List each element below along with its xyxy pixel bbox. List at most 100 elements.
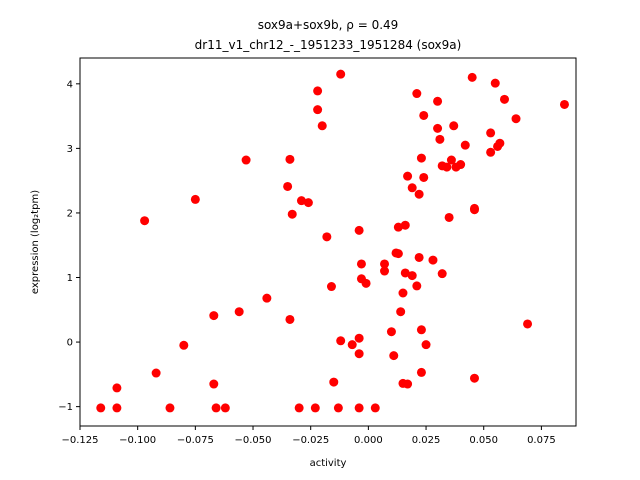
data-point (421, 340, 431, 350)
data-point (469, 203, 479, 213)
data-point (559, 99, 569, 109)
data-point (407, 271, 417, 281)
data-point (287, 209, 297, 219)
y-axis-label: expression (log₂tpm) (30, 190, 41, 294)
data-point (499, 94, 509, 104)
data-point (303, 198, 313, 208)
x-tick-label: −0.050 (235, 435, 272, 446)
data-point (322, 232, 332, 242)
data-point (333, 403, 343, 413)
data-point (313, 105, 323, 115)
data-point (329, 377, 339, 387)
data-point (140, 216, 150, 226)
x-axis: −0.125 −0.100 −0.075 −0.050 −0.025 0.000 0.025… (61, 426, 556, 446)
data-point (412, 281, 422, 291)
data-point (435, 134, 445, 144)
data-point (414, 189, 424, 199)
data-point (313, 86, 323, 96)
points-layer (96, 69, 569, 413)
data-point (356, 259, 366, 269)
x-tick-label: −0.025 (292, 435, 329, 446)
data-point (151, 368, 161, 378)
data-point (285, 314, 295, 324)
data-point (437, 269, 447, 279)
data-point (262, 293, 272, 303)
data-point (165, 403, 175, 413)
x-tick-label: 0.075 (527, 435, 556, 446)
data-point (433, 96, 443, 106)
y-tick-label: 3 (67, 144, 73, 155)
data-point (96, 403, 106, 413)
data-point (361, 278, 371, 288)
data-point (523, 319, 533, 329)
data-point (283, 181, 293, 191)
plot-frame (79, 57, 577, 427)
data-point (112, 383, 122, 393)
y-tick-label: 4 (67, 79, 73, 90)
data-point (380, 259, 390, 269)
data-point (469, 373, 479, 383)
data-point (317, 121, 327, 131)
data-point (511, 114, 521, 124)
data-point (419, 110, 429, 120)
data-point (370, 403, 380, 413)
data-point (398, 288, 408, 298)
data-point (449, 121, 459, 131)
data-point (486, 147, 496, 157)
chart-title-line2: dr11_v1_chr12_-_1951233_1951284 (sox9a) (195, 38, 462, 52)
data-point (412, 89, 422, 99)
data-point (456, 160, 466, 170)
data-point (209, 379, 219, 389)
data-point (386, 327, 396, 337)
data-point (220, 403, 230, 413)
data-point (393, 222, 403, 232)
data-point (414, 252, 424, 262)
data-point (354, 225, 364, 235)
data-point (400, 268, 410, 278)
y-tick-label: 1 (67, 273, 73, 284)
x-tick-label: 0.025 (412, 435, 441, 446)
data-point (490, 78, 500, 88)
data-point (460, 140, 470, 150)
y-tick-label: −1 (58, 402, 73, 413)
data-point (495, 138, 505, 148)
data-point (433, 123, 443, 133)
data-point (393, 249, 403, 259)
data-point (446, 155, 456, 165)
data-point (416, 153, 426, 163)
data-point (190, 194, 200, 204)
data-point (396, 307, 406, 317)
data-point (486, 128, 496, 138)
data-point (241, 155, 251, 165)
data-point (354, 349, 364, 359)
data-point (234, 307, 244, 317)
data-point (347, 340, 357, 350)
data-point (296, 196, 306, 206)
data-point (310, 403, 320, 413)
y-axis: −1 0 1 2 3 4 (58, 79, 80, 413)
data-point (211, 403, 221, 413)
x-axis-label: activity (310, 458, 347, 469)
x-tick-label: −0.125 (61, 435, 98, 446)
data-point (294, 403, 304, 413)
data-point (209, 311, 219, 321)
data-point (326, 282, 336, 292)
data-point (389, 351, 399, 361)
y-tick-label: 2 (67, 208, 73, 219)
data-point (400, 220, 410, 230)
data-point (354, 333, 364, 343)
data-point (467, 72, 477, 82)
data-point (380, 266, 390, 276)
data-point (336, 69, 346, 79)
data-point (336, 336, 346, 346)
x-tick-label: −0.075 (177, 435, 214, 446)
data-point (179, 340, 189, 350)
data-point (407, 183, 417, 193)
x-tick-label: 0.000 (354, 435, 383, 446)
data-point (416, 325, 426, 335)
data-point (428, 255, 438, 265)
data-point (444, 212, 454, 222)
y-tick-label: 0 (67, 338, 73, 349)
